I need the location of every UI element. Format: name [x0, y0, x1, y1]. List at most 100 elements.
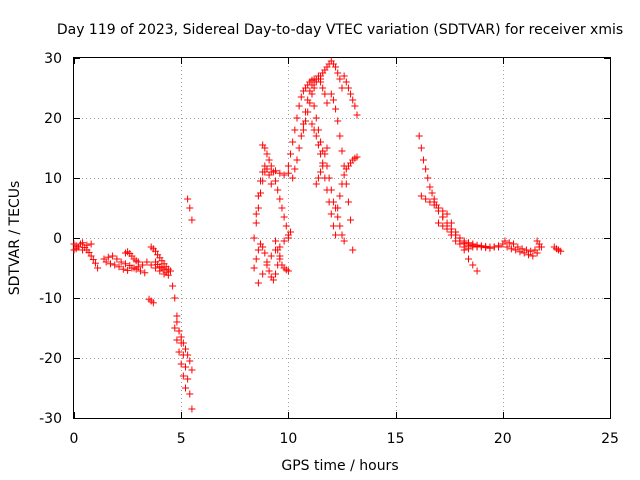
data-point — [323, 162, 331, 170]
data-point — [293, 156, 301, 164]
data-point — [280, 237, 288, 245]
data-point — [537, 243, 545, 251]
x-tick-label: 10 — [279, 431, 297, 447]
data-point — [447, 219, 455, 227]
data-point — [79, 246, 87, 254]
data-point — [186, 357, 194, 365]
data-point — [276, 169, 284, 177]
series-arc-descent-2 — [173, 318, 196, 374]
data-point — [349, 246, 357, 254]
data-point — [265, 156, 273, 164]
data-point — [297, 93, 305, 101]
data-point — [184, 375, 192, 383]
data-point — [338, 84, 346, 92]
data-point — [259, 270, 267, 278]
data-point — [347, 216, 355, 224]
data-point — [336, 75, 344, 83]
series-arc-day-14 — [334, 153, 361, 212]
series-arc-early-4 — [102, 258, 149, 277]
data-point — [306, 78, 314, 86]
data-point — [344, 198, 352, 206]
data-point — [419, 156, 427, 164]
data-point — [102, 258, 110, 266]
data-point — [469, 261, 477, 269]
data-point — [284, 162, 292, 170]
data-point — [164, 271, 172, 279]
data-point — [289, 138, 297, 146]
data-point — [426, 183, 434, 191]
data-point — [175, 348, 183, 356]
data-point — [263, 165, 271, 173]
data-point — [308, 90, 316, 98]
data-point — [136, 267, 144, 275]
series-arc-late-2 — [503, 243, 541, 260]
data-point — [334, 69, 342, 77]
series-arc-early-5 — [121, 248, 142, 266]
data-point — [287, 228, 295, 236]
data-point — [473, 242, 481, 250]
data-point — [460, 239, 468, 247]
series-arc-late-4 — [550, 243, 565, 255]
data-point — [430, 198, 438, 206]
data-point — [173, 318, 181, 326]
data-point — [113, 255, 121, 263]
data-point — [179, 339, 187, 347]
data-point — [259, 243, 267, 251]
data-point — [181, 345, 189, 353]
data-point — [147, 261, 155, 269]
data-point — [188, 216, 196, 224]
series-arc-day-4 — [250, 240, 284, 284]
data-point — [252, 210, 260, 218]
series-arc-day-7 — [284, 75, 318, 170]
data-point — [257, 177, 265, 185]
data-point — [87, 252, 95, 260]
data-point — [134, 258, 142, 266]
data-point — [181, 384, 189, 392]
data-point — [179, 372, 187, 380]
series-arc-day-10 — [308, 120, 340, 239]
data-point — [166, 267, 174, 275]
data-point — [527, 247, 535, 255]
data-point — [533, 249, 541, 257]
data-point — [447, 228, 455, 236]
data-point — [482, 244, 490, 252]
data-point — [495, 242, 503, 250]
data-point — [295, 102, 303, 110]
data-point — [332, 63, 340, 71]
data-point — [132, 265, 140, 273]
data-point — [525, 251, 533, 259]
data-point — [434, 219, 442, 227]
data-point — [347, 90, 355, 98]
data-point — [336, 192, 344, 200]
y-tick-label: 10 — [44, 171, 62, 187]
data-point — [252, 219, 260, 227]
data-point — [469, 241, 477, 249]
data-point — [321, 90, 329, 98]
series-arc-day-12 — [327, 90, 357, 254]
series-arc-early-1 — [70, 239, 102, 272]
data-point — [287, 150, 295, 158]
data-point — [310, 84, 318, 92]
data-point — [529, 252, 537, 260]
data-point — [477, 243, 485, 251]
series-arc-day-5 — [254, 228, 295, 287]
data-point — [280, 213, 288, 221]
series-arc-day-1 — [250, 165, 292, 242]
series-arc-late-3 — [533, 237, 545, 251]
data-point — [109, 252, 117, 260]
data-point — [473, 267, 481, 275]
data-point — [119, 265, 127, 273]
data-point — [291, 126, 299, 134]
data-point — [254, 246, 262, 254]
data-point — [173, 336, 181, 344]
data-point — [317, 78, 325, 86]
data-point — [284, 169, 292, 177]
data-point — [422, 165, 430, 173]
data-point — [74, 243, 82, 251]
data-point — [439, 222, 447, 230]
data-point — [252, 255, 260, 263]
data-point — [263, 150, 271, 158]
data-point — [83, 241, 91, 249]
data-point — [327, 210, 335, 218]
